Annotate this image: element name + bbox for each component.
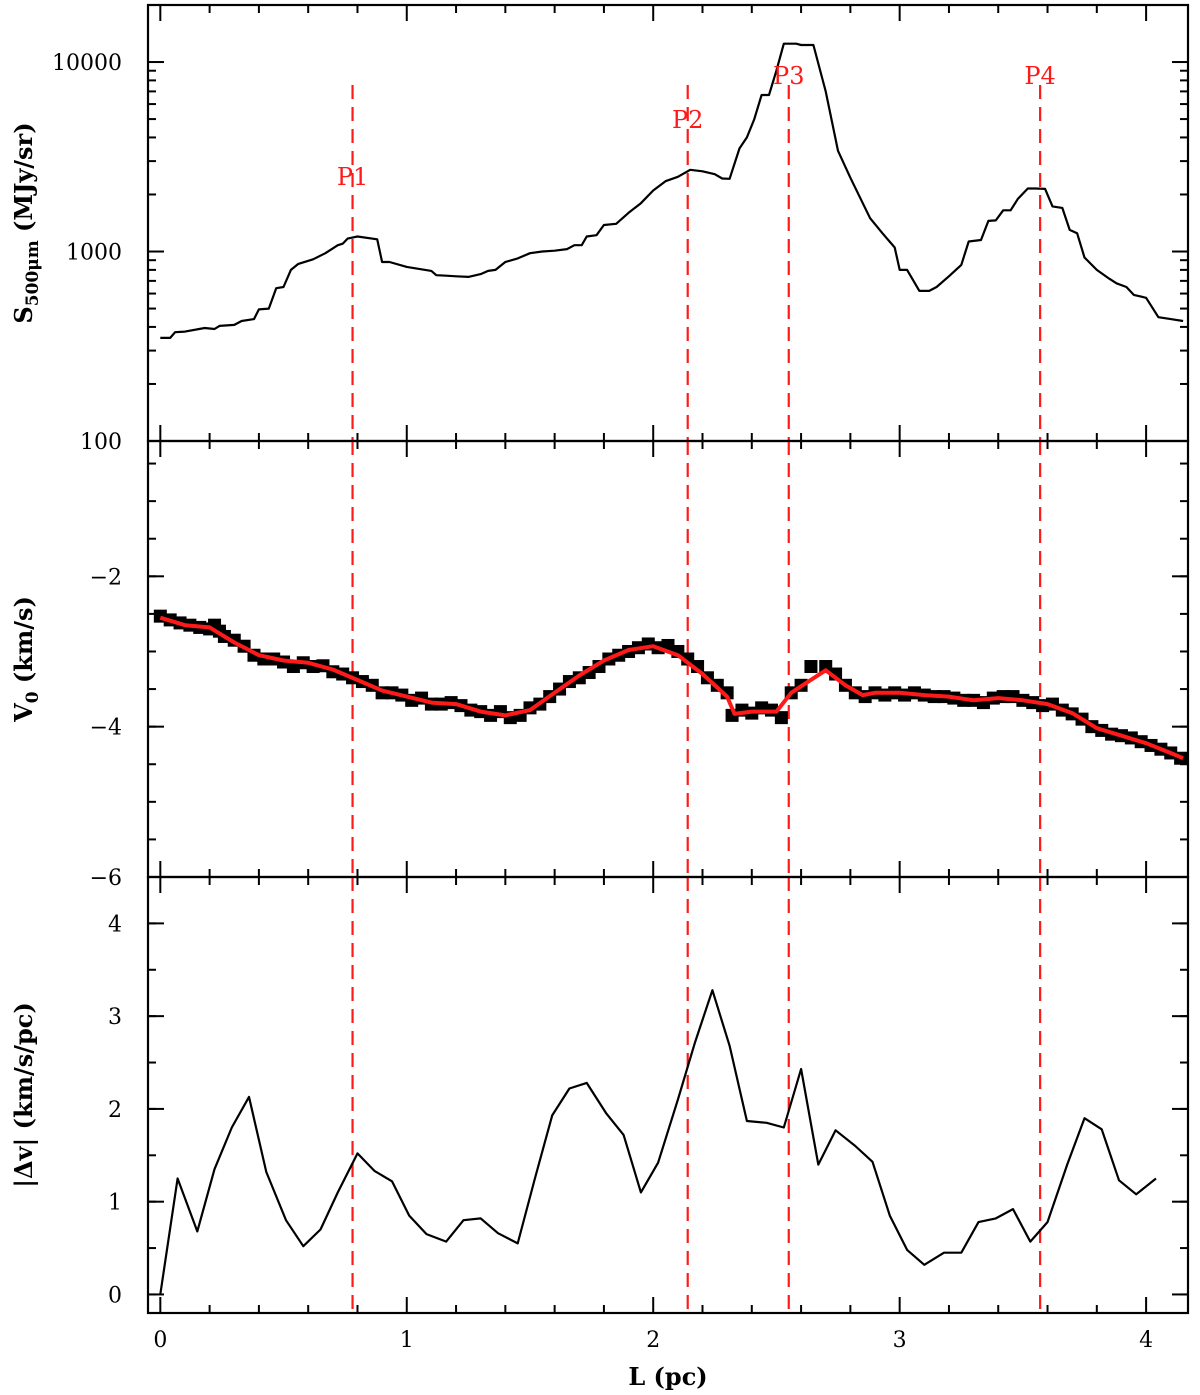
velocity-panel: −6 −4 −2 V0 (km/s) <box>9 439 1190 891</box>
flux-panel: 100 1000 10000 S500μm (MJy/sr) P1 P2 P3 P4 <box>9 3 1190 455</box>
velocity-marker <box>804 660 818 674</box>
x-tick-label: 3 <box>893 1328 907 1353</box>
peak-label-p4: P4 <box>1024 62 1055 90</box>
peak-label-p1: P1 <box>337 163 368 191</box>
peak-label-p2: P2 <box>672 106 703 134</box>
gradient-panel: 0 1 2 3 4 0 1 2 3 4 |Δv| (km/s/pc) L (pc) <box>9 875 1190 1391</box>
flux-ylabel-main: S <box>9 306 38 323</box>
y-tick-label: 1000 <box>66 241 122 266</box>
y-tick-label: 2 <box>108 1098 122 1123</box>
velocity-markers <box>153 609 1188 765</box>
y-tick-label: 3 <box>108 1005 122 1030</box>
gradient-panel-frame <box>146 875 1190 1315</box>
velocity-marker <box>774 711 788 725</box>
flux-panel-ylabel: S500μm (MJy/sr) <box>9 122 43 323</box>
velocity-fit-line <box>159 615 1184 761</box>
y-tick-label: 10000 <box>52 51 122 76</box>
y-tick-label: 1 <box>108 1191 122 1216</box>
velocity-marker <box>819 660 833 674</box>
flux-ylabel-unit: (MJy/sr) <box>9 122 38 240</box>
x-tick-label: 2 <box>646 1328 660 1353</box>
flux-ylabel-sub: 500μm <box>23 240 43 306</box>
velocity-ylabel-unit: (km/s) <box>9 596 38 691</box>
y-tick-label: −4 <box>90 716 122 741</box>
gradient-panel-ylabel: |Δv| (km/s/pc) <box>9 1002 38 1188</box>
flux-profile-line <box>160 42 1184 339</box>
y-tick-label: −6 <box>90 866 122 891</box>
peak-label-p3: P3 <box>773 62 804 90</box>
velocity-ylabel-main: V <box>9 703 38 723</box>
y-tick-label: 0 <box>108 1283 122 1308</box>
velocity-ylabel-sub: 0 <box>23 691 43 703</box>
x-tick-label: 0 <box>153 1328 167 1353</box>
x-axis-label: L (pc) <box>628 1362 707 1391</box>
velocity-gradient-line <box>159 989 1157 1295</box>
y-tick-label: 4 <box>108 912 122 937</box>
y-tick-label: −2 <box>90 565 122 590</box>
x-tick-label: 4 <box>1139 1328 1153 1353</box>
velocity-panel-ylabel: V0 (km/s) <box>9 596 43 723</box>
y-tick-label: 100 <box>80 430 122 455</box>
x-tick-label: 1 <box>400 1328 414 1353</box>
